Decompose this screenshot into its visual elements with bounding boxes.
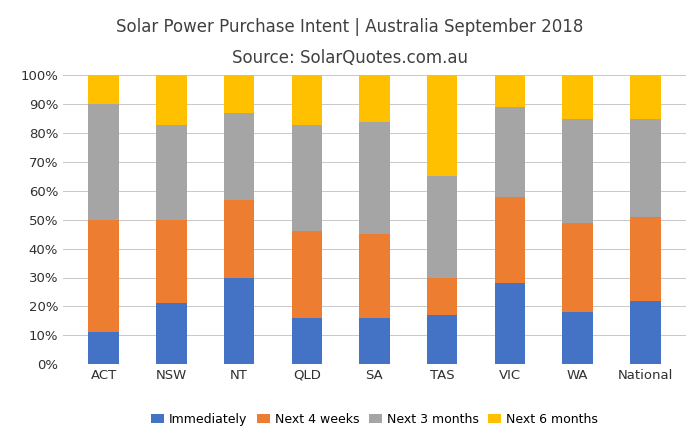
Bar — [427, 75, 458, 176]
Bar — [630, 301, 661, 364]
Bar — [630, 119, 661, 217]
Bar — [562, 75, 593, 119]
Bar — [495, 107, 525, 197]
Bar — [88, 332, 119, 364]
Bar — [156, 75, 187, 125]
Bar — [88, 75, 119, 104]
Bar — [630, 217, 661, 301]
Bar — [562, 223, 593, 312]
Bar — [495, 197, 525, 283]
Bar — [224, 75, 254, 113]
Bar — [88, 104, 119, 220]
Bar — [359, 122, 390, 234]
Bar — [562, 312, 593, 364]
Bar — [224, 113, 254, 200]
Legend: Immediately, Next 4 weeks, Next 3 months, Next 6 months: Immediately, Next 4 weeks, Next 3 months… — [146, 408, 603, 431]
Bar — [156, 304, 187, 364]
Bar — [427, 315, 458, 364]
Bar — [224, 278, 254, 364]
Bar — [495, 283, 525, 364]
Bar — [359, 234, 390, 318]
Bar — [291, 231, 322, 318]
Bar — [495, 75, 525, 107]
Bar — [88, 220, 119, 332]
Bar — [427, 278, 458, 315]
Bar — [359, 318, 390, 364]
Bar — [562, 119, 593, 222]
Bar — [359, 75, 390, 122]
Text: Solar Power Purchase Intent | Australia September 2018: Solar Power Purchase Intent | Australia … — [116, 18, 584, 36]
Bar — [291, 318, 322, 364]
Bar — [630, 75, 661, 119]
Bar — [156, 125, 187, 220]
Bar — [427, 176, 458, 278]
Bar — [156, 220, 187, 304]
Bar — [224, 200, 254, 278]
Bar — [291, 124, 322, 231]
Bar — [291, 75, 322, 125]
Text: Source: SolarQuotes.com.au: Source: SolarQuotes.com.au — [232, 49, 468, 67]
